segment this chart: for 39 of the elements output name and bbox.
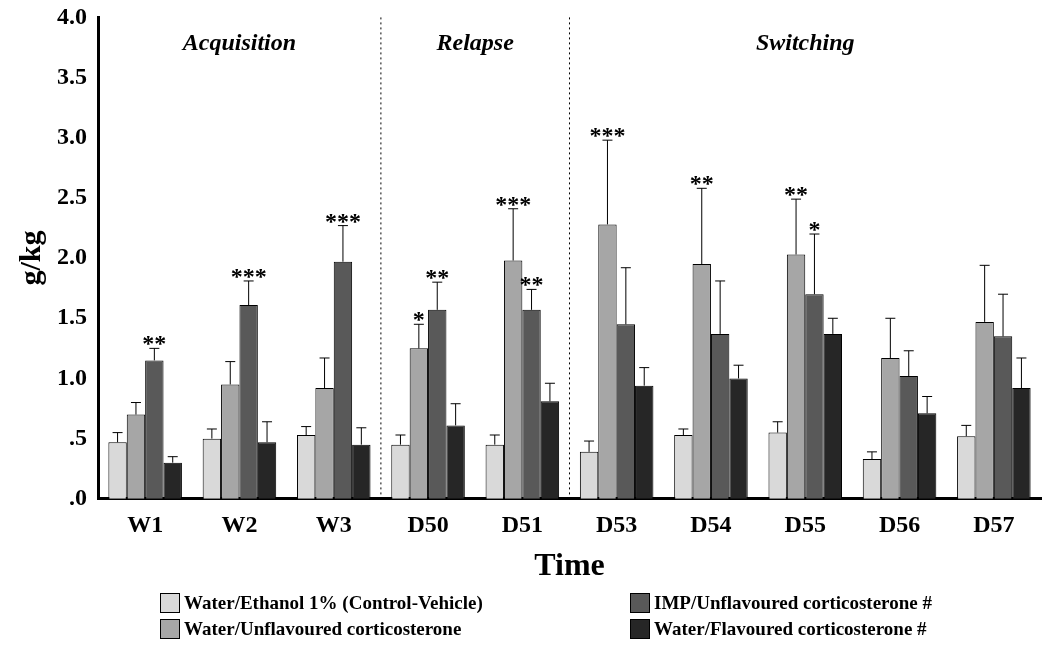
y-tick-label: 2.5	[57, 183, 87, 210]
y-tick-label: 4.0	[57, 2, 87, 29]
annotation: **	[689, 170, 714, 197]
y-axis-title: g/kg	[12, 230, 46, 286]
annotation: **	[425, 264, 450, 291]
annotation: Acquisition	[180, 28, 297, 55]
legend-label: Water/Flavoured corticosterone #	[654, 618, 927, 640]
y-tick-label: 1.0	[57, 363, 87, 390]
annotation: ***	[324, 207, 361, 234]
x-tick-label: D57	[973, 511, 1015, 538]
annotation: ***	[495, 190, 532, 217]
annotation: **	[784, 181, 809, 208]
x-tick-label: D50	[407, 511, 449, 538]
legend-label: Water/Unflavoured corticosterone	[184, 618, 462, 640]
y-tick-label: 3.5	[57, 62, 87, 89]
x-tick-label: D54	[690, 511, 732, 538]
y-tick-label: .0	[69, 484, 87, 510]
annotation: Switching	[755, 28, 855, 55]
annotation: Relapse	[435, 28, 515, 55]
y-tick-label: .5	[69, 423, 87, 450]
x-tick-label: D55	[784, 511, 826, 538]
annotation: **	[519, 271, 544, 298]
x-tick-label: W3	[315, 511, 352, 538]
x-tick-label: D53	[595, 511, 638, 538]
annotation: ***	[230, 262, 267, 289]
annotation: **	[142, 330, 167, 357]
x-tick-label: W2	[221, 511, 258, 538]
annotation: *	[808, 216, 821, 243]
y-tick-label: 1.5	[57, 303, 87, 330]
legend-label: IMP/Unflavoured corticosterone #	[654, 592, 932, 614]
x-axis-title: Time	[534, 546, 605, 583]
annotation: *	[412, 306, 425, 333]
annotation: ***	[589, 122, 626, 149]
x-tick-label: D56	[878, 511, 921, 538]
x-tick-label: W1	[127, 511, 164, 538]
x-tick-label: D51	[501, 511, 544, 538]
y-tick-label: 3.0	[57, 122, 87, 149]
legend-label: Water/Ethanol 1% (Control-Vehicle)	[184, 592, 483, 614]
y-tick-label: 2.0	[57, 243, 87, 270]
